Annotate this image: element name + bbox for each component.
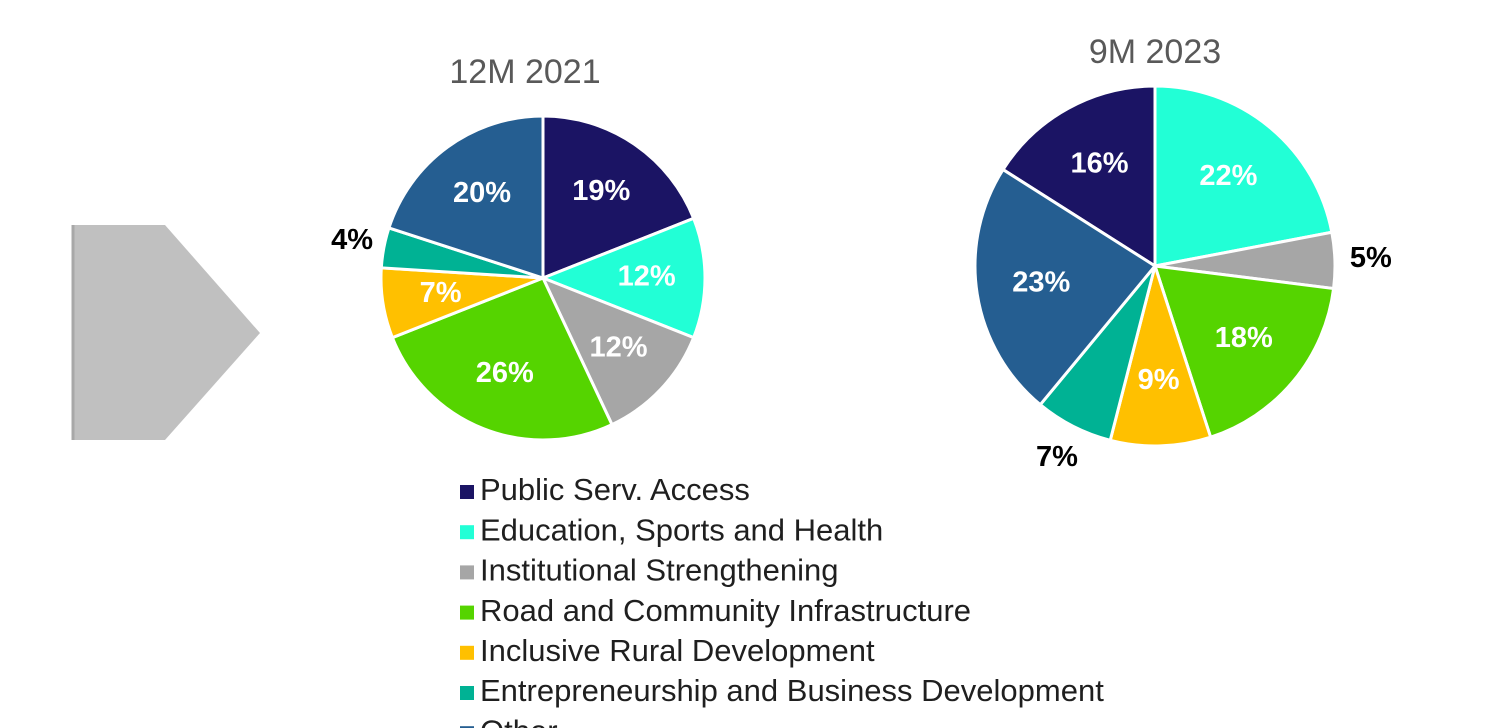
slice-label: 5%: [1350, 242, 1392, 274]
pie-slice: [1108, 260, 1213, 448]
legend-label: Inclusive Rural Development: [480, 633, 875, 668]
slice-label: 20%: [453, 177, 511, 209]
pie-slice: [390, 276, 614, 442]
legend-swatch: [460, 686, 474, 700]
pie-slice: [1152, 264, 1336, 440]
legend-label: Other: [480, 713, 558, 728]
pie-slice: [387, 114, 545, 281]
pie-slice: [541, 114, 696, 281]
slice-label: 19%: [572, 175, 630, 207]
pie-title: 9M 2023: [1089, 33, 1221, 71]
legend-swatch: [460, 525, 474, 540]
pie-slice: [540, 275, 696, 427]
pie-slice: [1153, 84, 1334, 268]
legend-swatch: [460, 645, 474, 660]
legend-label: Road and Community Infrastructure: [480, 593, 971, 628]
legend-label: Education, Sports and Health: [480, 512, 883, 547]
slice-label: 26%: [476, 357, 534, 389]
legend-label: Institutional Strengthening: [480, 553, 838, 588]
slice-label: 7%: [420, 277, 462, 309]
legend-swatch: [460, 726, 474, 728]
slice-label: 12%: [618, 261, 676, 293]
pie-slice: [538, 216, 707, 340]
arrow-shape: [73, 225, 260, 440]
slice-label: 12%: [590, 332, 648, 364]
slice-label: 4%: [331, 224, 373, 256]
pie-slice: [973, 167, 1158, 407]
legend-swatch: [460, 605, 474, 620]
pie-title: 12M 2021: [449, 53, 600, 91]
slice-label: 16%: [1070, 148, 1128, 180]
slice-label: 7%: [1036, 441, 1078, 473]
legend-label: Entrepreneurship and Business Developmen…: [480, 673, 1104, 708]
legend-swatch: [460, 485, 474, 499]
slice-label: 23%: [1012, 267, 1070, 299]
legend-swatch: [460, 565, 474, 580]
legend-label: Public Serv. Access: [480, 472, 750, 507]
slice-label: 22%: [1199, 160, 1257, 192]
slice-label: 18%: [1215, 322, 1273, 354]
pie-slice: [1000, 84, 1157, 269]
slice-label: 9%: [1138, 364, 1180, 396]
